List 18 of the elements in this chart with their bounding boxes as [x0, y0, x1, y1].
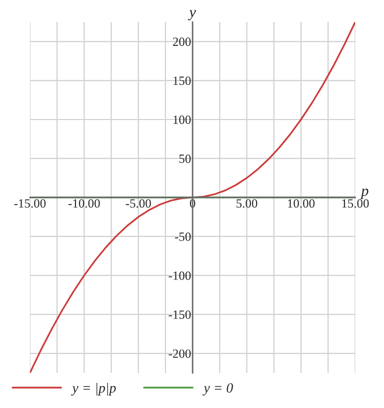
x-tick-label: 10.00	[288, 199, 315, 208]
y-tick-label: -100	[168, 271, 191, 280]
x-tick-label: -10.00	[68, 199, 100, 208]
legend-label: y = 0	[202, 383, 233, 396]
y-tick-label: -50	[174, 232, 191, 241]
x-tick-label: -5.00	[126, 199, 151, 208]
legend-label: y = |p|p	[71, 382, 116, 396]
x-tick-label: 15.00	[342, 199, 369, 208]
y-tick-label: -150	[168, 310, 191, 319]
y-tick-label: 200	[172, 38, 191, 46]
y-tick-label: -200	[168, 349, 191, 358]
x-tick-label: 5.00	[236, 199, 258, 208]
x-axis-title: p	[360, 188, 368, 200]
x-tick-label: -15.00	[14, 199, 46, 208]
y-tick-label: 50	[179, 154, 191, 163]
y-tick-label: 150	[174, 76, 191, 85]
y-axis-title: y	[188, 10, 196, 20]
y-tick-label: 100	[174, 116, 191, 124]
